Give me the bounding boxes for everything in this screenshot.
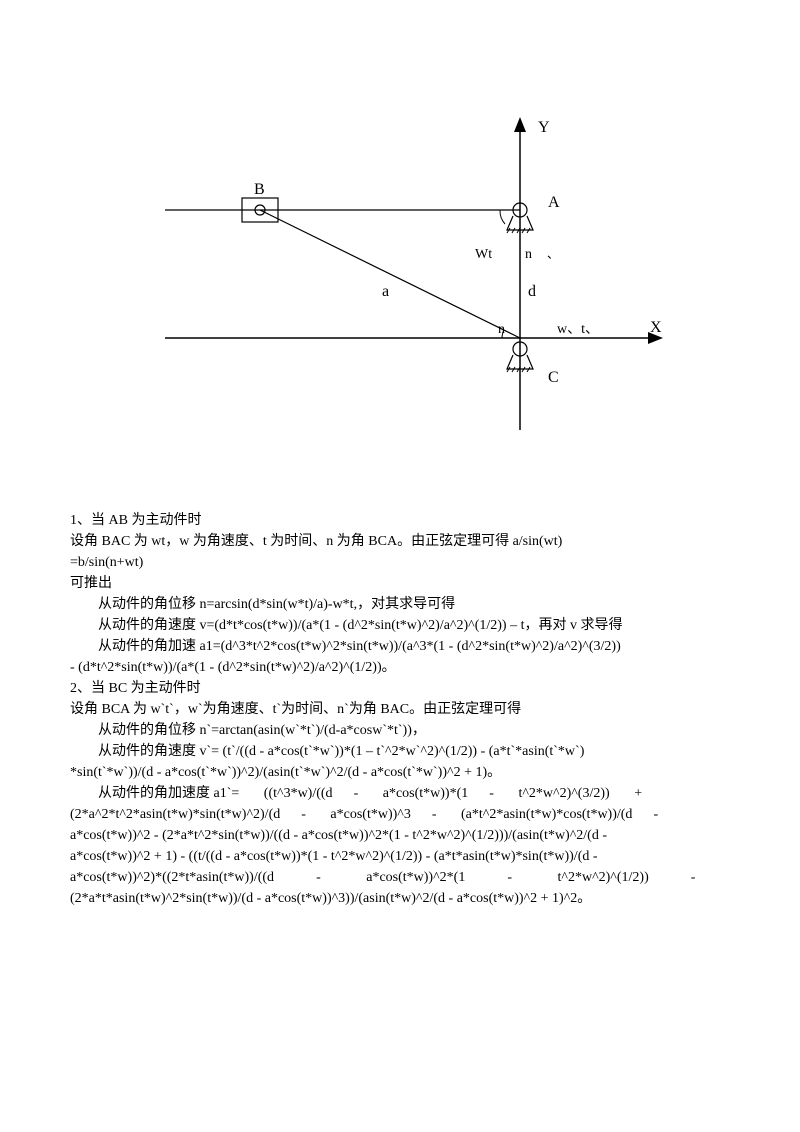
para-3: =b/sin(n+wt): [70, 552, 730, 573]
diagram-svg: Y X A C B Wt n 、: [0, 0, 800, 490]
wt-label: Wt: [475, 247, 492, 262]
n-label-c: n: [498, 322, 505, 337]
para-8: - (d*t^2*sin(t*w))/(a*(1 - (d^2*sin(t*w)…: [70, 657, 730, 678]
para-16: a*cos(t*w))^2 - (2*a*t^2*sin(t*w))/((d -…: [70, 825, 730, 846]
text-content: 1、当 AB 为主动件时 设角 BAC 为 wt，w 为角速度、t 为时间、n …: [0, 490, 800, 929]
p14-c: a*cos(t*w))*(1: [383, 786, 469, 801]
para-12: 从动件的角速度 v`= (t`/((d - a*cos(t`*w`))*(1 –…: [70, 741, 730, 762]
para-5: 从动件的角位移 n=arcsin(d*sin(w*t)/a)-w*t,，对其求导…: [70, 594, 730, 615]
para-14: 从动件的角加速度 a1`= ((t^3*w)/((d- a*cos(t*w))*…: [70, 783, 730, 804]
para-15: (2*a^2*t^2*asin(t*w)*sin(t*w)^2)/(d- a*c…: [70, 804, 730, 825]
n-label-a: n: [525, 247, 532, 262]
para-4: 可推出: [70, 573, 730, 594]
a-side-label: a: [382, 283, 389, 300]
b-label: B: [254, 181, 265, 198]
p14-d: t^2*w^2)^(3/2)): [518, 786, 609, 801]
para-9: 2、当 BC 为主动件时: [70, 678, 730, 699]
para-18: a*cos(t*w))^2)*((2*t*asin(t*w))/((d- a*c…: [70, 867, 730, 888]
diagram-area: Y X A C B Wt n 、: [0, 0, 800, 490]
para-7: 从动件的角加速 a1=(d^3*t^2*cos(t*w)^2*sin(t*w))…: [70, 636, 730, 657]
angle-wt-arc: [500, 210, 505, 224]
p14-e: +: [634, 786, 642, 801]
c-label: C: [548, 369, 559, 386]
line-bc: [260, 210, 520, 338]
x-label: X: [650, 319, 662, 336]
para-2: 设角 BAC 为 wt，w 为角速度、t 为时间、n 为角 BCA。由正弦定理可…: [70, 531, 730, 552]
para-19: (2*a*t*asin(t*w)^2*sin(t*w))/(d - a*cos(…: [70, 888, 730, 909]
d-side-label: d: [528, 283, 536, 300]
p18-c: t^2*w^2)^(1/2)): [558, 870, 649, 885]
para-1: 1、当 AB 为主动件时: [70, 510, 730, 531]
para-10: 设角 BCA 为 w`t`，w`为角速度、t`为时间、n`为角 BAC。由正弦定…: [70, 699, 730, 720]
p15-a: (2*a^2*t^2*asin(t*w)*sin(t*w)^2)/(d: [70, 807, 280, 822]
a-label: A: [548, 194, 560, 211]
p15-b: a*cos(t*w))^3: [330, 807, 410, 822]
p14-a: 从动件的角加速度 a1`=: [98, 786, 239, 801]
p18-a: a*cos(t*w))^2)*((2*t*asin(t*w))/((d: [70, 870, 274, 885]
p15-c: (a*t^2*asin(t*w)*cos(t*w))/(d: [461, 807, 632, 822]
wt-origin-label: w、t、: [557, 322, 599, 337]
y-label: Y: [538, 119, 550, 136]
p14-b: ((t^3*w)/((d: [264, 786, 333, 801]
para-13: *sin(t`*w`))/(d - a*cos(t`*w`))^2)/(asin…: [70, 762, 730, 783]
para-17: a*cos(t*w))^2 + 1) - ((t/((d - a*cos(t*w…: [70, 846, 730, 867]
para-6: 从动件的角速度 v=(d*t*cos(t*w))/(a*(1 - (d^2*si…: [70, 615, 730, 636]
p18-b: a*cos(t*w))^2*(1: [366, 870, 465, 885]
para-11: 从动件的角位移 n`=arctan(asin(w`*t`)/(d-a*cosw`…: [70, 720, 730, 741]
n-back-a: 、: [547, 247, 559, 261]
